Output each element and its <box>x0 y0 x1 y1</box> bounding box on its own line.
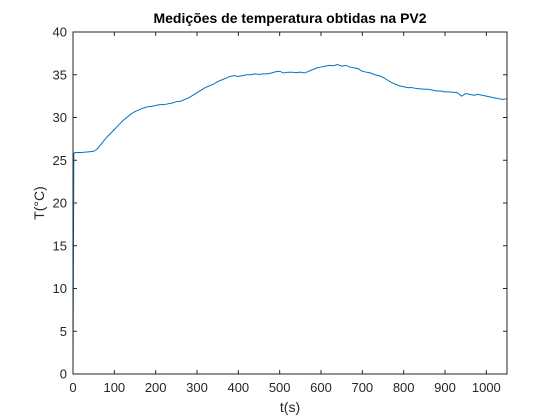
x-tick-label: 600 <box>310 380 332 395</box>
x-tick-label: 200 <box>145 380 167 395</box>
x-axis-label: t(s) <box>280 399 300 415</box>
temperature-series-line <box>72 63 508 375</box>
y-tick-label: 35 <box>53 67 67 82</box>
y-axis-label: T(°C) <box>31 186 47 220</box>
x-tick-label: 800 <box>393 380 415 395</box>
x-tick-label: 1000 <box>472 380 501 395</box>
x-axis: 0 100 200 300 400 500 600 700 800 900 1000 <box>69 32 501 395</box>
y-tick-label: 10 <box>53 281 67 296</box>
y-tick-label: 25 <box>53 153 67 168</box>
y-tick-label: 0 <box>60 367 67 382</box>
plot-area <box>73 32 507 374</box>
x-tick-label: 500 <box>269 380 291 395</box>
y-tick-label: 5 <box>60 324 67 339</box>
chart-title: Medições de temperatura obtidas na PV2 <box>153 10 426 26</box>
x-tick-label: 700 <box>351 380 373 395</box>
y-tick-label: 30 <box>53 110 67 125</box>
y-tick-label: 20 <box>53 196 67 211</box>
x-tick-label: 300 <box>186 380 208 395</box>
x-tick-label: 400 <box>227 380 249 395</box>
x-tick-label: 900 <box>434 380 456 395</box>
y-tick-label: 40 <box>53 25 67 40</box>
y-axis: 0 5 10 15 20 25 30 35 40 <box>53 25 507 382</box>
x-tick-label: 100 <box>103 380 125 395</box>
y-tick-label: 15 <box>53 238 67 253</box>
x-tick-label: 0 <box>69 380 76 395</box>
